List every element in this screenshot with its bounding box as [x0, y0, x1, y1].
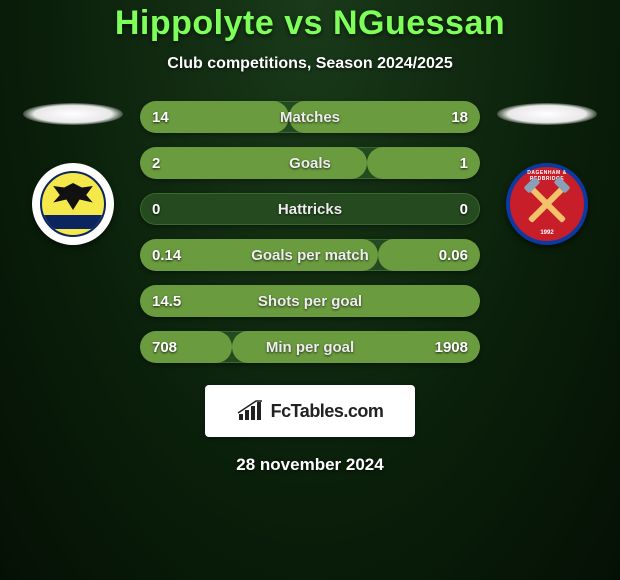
stat-row: 2Goals1	[140, 147, 480, 179]
brand-text: FcTables.com	[271, 401, 384, 422]
crest-year: 1992	[510, 230, 584, 236]
club-crest-right: DAGENHAM & REDBRIDGE 1992	[506, 163, 588, 245]
stats-panel: 14Matches18 2Goals1 0Hattricks0 0.14Goals p…	[140, 101, 480, 363]
main-row: 14Matches18 2Goals1 0Hattricks0 0.14Goals p…	[0, 101, 620, 363]
stat-row: 14.5Shots per goal	[140, 285, 480, 317]
stat-row: 0Hattricks0	[140, 193, 480, 225]
chart-icon	[237, 400, 265, 422]
right-player-col: DAGENHAM & REDBRIDGE 1992	[492, 101, 602, 245]
stat-row: 0.14Goals per match0.06	[140, 239, 480, 271]
stat-label: Shots per goal	[140, 293, 480, 310]
left-player-col	[18, 101, 128, 245]
stat-label: Hattricks	[140, 201, 480, 218]
club-crest-left	[32, 163, 114, 245]
player-shadow	[497, 103, 597, 125]
stat-value-right: 0.06	[439, 247, 468, 264]
stat-label: Goals per match	[140, 247, 480, 264]
stat-label: Goals	[140, 155, 480, 172]
branding-badge: FcTables.com	[205, 385, 415, 437]
stat-row: 14Matches18	[140, 101, 480, 133]
comparison-card: Hippolyte vs NGuessan Club competitions,…	[0, 0, 620, 475]
date-text: 28 november 2024	[0, 455, 620, 475]
subtitle: Club competitions, Season 2024/2025	[0, 55, 620, 73]
stat-value-right: 1	[460, 155, 468, 172]
stat-label: Min per goal	[140, 339, 480, 356]
page-title: Hippolyte vs NGuessan	[0, 4, 620, 43]
eagle-icon	[51, 183, 95, 213]
stat-row: 708Min per goal1908	[140, 331, 480, 363]
player-shadow	[23, 103, 123, 125]
crossed-tools-icon	[522, 179, 572, 229]
stat-value-right: 18	[451, 109, 468, 126]
stat-value-right: 1908	[435, 339, 468, 356]
stat-value-right: 0	[460, 201, 468, 218]
stat-label: Matches	[140, 109, 480, 126]
